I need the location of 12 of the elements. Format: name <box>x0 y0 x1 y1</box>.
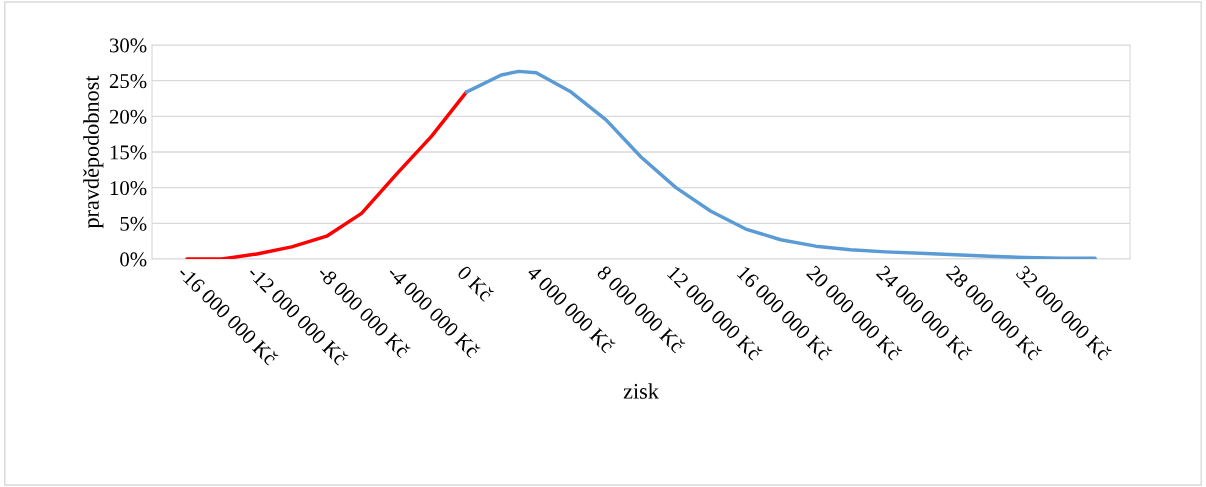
y-tick-label: 20% <box>109 109 147 124</box>
line-series <box>185 90 469 259</box>
x-axis-title: zisk <box>623 383 659 399</box>
line-series <box>464 69 1097 259</box>
y-tick-label: 10% <box>110 181 147 196</box>
x-tick-label: 0 Kč <box>456 264 495 302</box>
y-tick-label: 25% <box>109 74 147 89</box>
y-tick-label: 30% <box>109 38 147 53</box>
y-tick-label: 15% <box>110 145 147 160</box>
y-tick-label: 0% <box>120 252 147 267</box>
y-axis-title: pravděpodobnost <box>83 75 104 229</box>
y-tick-label: 5% <box>120 216 147 231</box>
